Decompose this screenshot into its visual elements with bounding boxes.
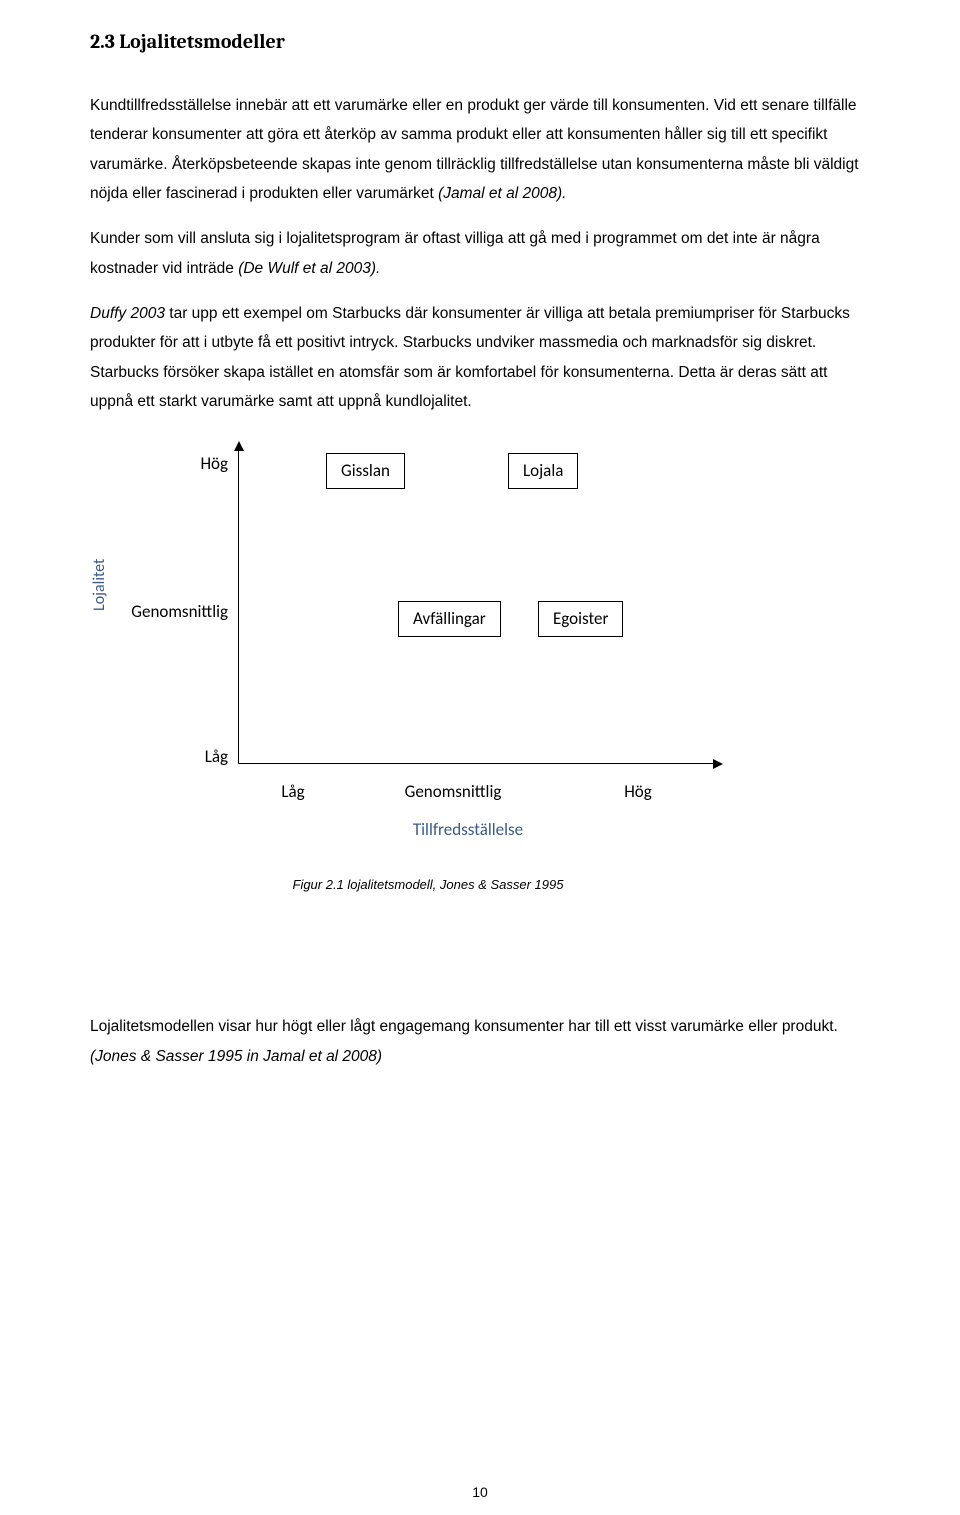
- y-axis-arrow-icon: [234, 441, 244, 451]
- paragraph-3: Duffy 2003 tar upp ett exempel om Starbu…: [90, 299, 870, 417]
- paragraph-3-text: tar upp ett exempel om Starbucks där kon…: [90, 305, 850, 410]
- paragraph-4-citation: (Jones & Sasser 1995 in Jamal et al 2008…: [90, 1048, 382, 1065]
- section-heading: 2.3 Lojalitetsmodeller: [90, 30, 870, 53]
- y-tick-low: Låg: [118, 746, 228, 767]
- x-axis-line: [238, 763, 713, 764]
- paragraph-4: Lojalitetsmodellen visar hur högt eller …: [90, 1012, 870, 1071]
- x-axis-arrow-icon: [713, 759, 723, 769]
- x-axis-title: Tillfredsställelse: [388, 819, 548, 840]
- y-axis-title: Lojalitet: [90, 559, 109, 611]
- paragraph-2-citation: (De Wulf et al 2003).: [238, 260, 380, 277]
- figure-loyalty-model: Lojalitet Hög Genomsnittlig Låg Gisslan …: [108, 441, 748, 892]
- paragraph-2: Kunder som vill ansluta sig i lojalitets…: [90, 224, 870, 283]
- figure-caption: Figur 2.1 lojalitetsmodell, Jones & Sass…: [108, 877, 748, 892]
- y-tick-high: Hög: [118, 453, 228, 474]
- y-axis-line: [238, 449, 239, 763]
- x-tick-low: Låg: [263, 781, 323, 802]
- paragraph-1: Kundtillfredsställelse innebär att ett v…: [90, 91, 870, 209]
- paragraph-4-text: Lojalitetsmodellen visar hur högt eller …: [90, 1018, 838, 1035]
- page: 2.3 Lojalitetsmodeller Kundtillfredsstäl…: [0, 0, 960, 1515]
- paragraph-3-author: Duffy 2003: [90, 305, 165, 322]
- x-tick-high: Hög: [608, 781, 668, 802]
- paragraph-2-text: Kunder som vill ansluta sig i lojalitets…: [90, 230, 820, 276]
- page-number: 10: [0, 1484, 960, 1500]
- quadrant-box-mid-right: Egoister: [538, 601, 623, 637]
- paragraph-1-citation: (Jamal et al 2008).: [438, 185, 566, 202]
- x-tick-mid: Genomsnittlig: [388, 781, 518, 802]
- figure-plot-area: Lojalitet Hög Genomsnittlig Låg Gisslan …: [108, 441, 748, 861]
- quadrant-box-mid-left: Avfällingar: [398, 601, 501, 637]
- y-tick-mid: Genomsnittlig: [118, 601, 228, 622]
- quadrant-box-top-left: Gisslan: [326, 453, 405, 489]
- quadrant-box-top-right: Lojala: [508, 453, 578, 489]
